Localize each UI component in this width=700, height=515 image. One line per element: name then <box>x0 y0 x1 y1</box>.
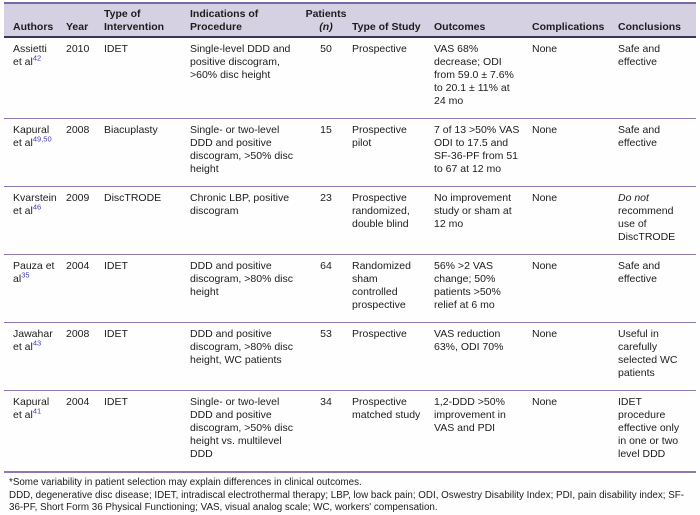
table-row: Pauza et al35 2004 IDET DDD and positive… <box>4 254 696 323</box>
patients-cell: 23 <box>304 186 352 255</box>
author-name: Assietti et al <box>13 43 47 68</box>
studies-table: Authors Year Type of Intervention Indica… <box>4 2 696 473</box>
outcomes-cell: 7 of 13 >50% VAS ODI to 17.5 and SF-36-P… <box>434 118 532 187</box>
author-name: Kapural et al <box>13 124 50 149</box>
table-row: Assietti et al42 2010 IDET Single-level … <box>4 37 696 119</box>
conclusions-text: Safe and effective <box>618 124 661 149</box>
citation-ref[interactable]: 35 <box>21 270 30 280</box>
intervention-cell: IDET <box>104 390 190 473</box>
study-cell: Prospective pilot <box>352 118 434 187</box>
col-header-patients: Patients (n) <box>304 2 352 38</box>
study-cell: Prospective randomized, double blind <box>352 186 434 255</box>
year-cell: 2008 <box>66 322 104 391</box>
year-cell: 2008 <box>66 118 104 187</box>
footnote-variability: *Some variability in patient selection m… <box>9 477 362 488</box>
outcomes-cell: 56% >2 VAS change; 50% patients >50% rel… <box>434 254 532 323</box>
intervention-cell: Biacuplasty <box>104 118 190 187</box>
indications-cell: Chronic LBP, positive discogram <box>190 186 304 255</box>
intervention-cell: IDET <box>104 37 190 119</box>
conclusions-text: recommend use of DiscTRODE <box>618 205 676 243</box>
patients-cell: 53 <box>304 322 352 391</box>
patients-cell: 15 <box>304 118 352 187</box>
indications-cell: Single-level DDD and positive discogram,… <box>190 37 304 119</box>
conclusions-cell: Safe and effective <box>618 118 696 187</box>
author-name: Pauza et al <box>13 260 55 285</box>
patients-cell: 50 <box>304 37 352 119</box>
conclusions-text: Safe and effective <box>618 260 661 285</box>
conclusions-italic: Do not <box>618 192 649 204</box>
conclusions-cell: Do not recommend use of DiscTRODE <box>618 186 696 255</box>
complications-cell: None <box>532 37 618 119</box>
patients-n-label: (n) <box>319 20 333 33</box>
col-header-complications: Complications <box>532 2 618 38</box>
author-cell: Kapural et al41 <box>4 390 66 473</box>
outcomes-cell: VAS 68% decrease; ODI from 59.0 ± 7.6% t… <box>434 37 532 119</box>
citation-ref[interactable]: 46 <box>32 202 42 212</box>
footnote-abbreviations: DDD, degenerative disc disease; IDET, in… <box>9 489 685 514</box>
conclusions-text: Useful in carefully selected WC patients <box>618 328 678 379</box>
intervention-cell: IDET <box>104 322 190 391</box>
citation-ref[interactable]: 41 <box>32 406 42 416</box>
author-cell: Kvarstein et al46 <box>4 186 66 255</box>
patients-label: Patients <box>305 8 347 20</box>
author-cell: Jawahar et al43 <box>4 322 66 391</box>
conclusions-cell: Useful in carefully selected WC patients <box>618 322 696 391</box>
col-header-indications: Indications of Procedure <box>190 2 304 38</box>
conclusions-text: Safe and effective <box>618 43 661 68</box>
conclusions-cell: Safe and effective <box>618 254 696 323</box>
complications-cell: None <box>532 390 618 473</box>
author-name: Kapural et al <box>13 396 50 421</box>
citation-ref[interactable]: 49,50 <box>32 134 52 144</box>
complications-cell: None <box>532 186 618 255</box>
col-header-conclusions: Conclusions <box>618 2 696 38</box>
complications-cell: None <box>532 322 618 391</box>
citation-ref[interactable]: 42 <box>32 53 42 63</box>
table-row: Kapural et al49,50 2008 Biacuplasty Sing… <box>4 118 696 187</box>
indications-cell: DDD and positive discogram, >80% disc he… <box>190 254 304 323</box>
conclusions-cell: IDET procedure effective only in one or … <box>618 390 696 473</box>
study-cell: Randomized sham controlled prospective <box>352 254 434 323</box>
table-footnotes: *Some variability in patient selection m… <box>4 473 696 515</box>
study-cell: Prospective <box>352 37 434 119</box>
intervention-cell: DiscTRODE <box>104 186 190 255</box>
col-header-outcomes: Outcomes <box>434 2 532 38</box>
conclusions-cell: Safe and effective <box>618 37 696 119</box>
year-cell: 2010 <box>66 37 104 119</box>
study-cell: Prospective <box>352 322 434 391</box>
patients-cell: 64 <box>304 254 352 323</box>
year-cell: 2004 <box>66 254 104 323</box>
col-header-year: Year <box>66 2 104 38</box>
author-name: Kvarstein et al <box>13 192 57 217</box>
patients-cell: 34 <box>304 390 352 473</box>
header-row: Authors Year Type of Intervention Indica… <box>4 2 696 38</box>
author-cell: Kapural et al49,50 <box>4 118 66 187</box>
author-cell: Pauza et al35 <box>4 254 66 323</box>
indications-cell: DDD and positive discogram, >80% disc he… <box>190 322 304 391</box>
outcomes-cell: 1,2-DDD >50% improvement in VAS and PDI <box>434 390 532 473</box>
conclusions-text: IDET procedure effective only in one or … <box>618 396 680 460</box>
table-row: Kvarstein et al46 2009 DiscTRODE Chronic… <box>4 186 696 255</box>
intervention-cell: IDET <box>104 254 190 323</box>
outcomes-cell: No improvement study or sham at 12 mo <box>434 186 532 255</box>
col-header-authors: Authors <box>4 2 66 38</box>
author-name: Jawahar et al <box>13 328 53 353</box>
table-row: Kapural et al41 2004 IDET Single- or two… <box>4 390 696 473</box>
outcomes-cell: VAS reduction 63%, ODI 70% <box>434 322 532 391</box>
study-cell: Prospective matched study <box>352 390 434 473</box>
complications-cell: None <box>532 254 618 323</box>
indications-cell: Single- or two-level DDD and positive di… <box>190 118 304 187</box>
author-cell: Assietti et al42 <box>4 37 66 119</box>
year-cell: 2004 <box>66 390 104 473</box>
indications-cell: Single- or two-level DDD and positive di… <box>190 390 304 473</box>
complications-cell: None <box>532 118 618 187</box>
citation-ref[interactable]: 43 <box>32 338 42 348</box>
year-cell: 2009 <box>66 186 104 255</box>
col-header-study: Type of Study <box>352 2 434 38</box>
table-row: Jawahar et al43 2008 IDET DDD and positi… <box>4 322 696 391</box>
col-header-intervention: Type of Intervention <box>104 2 190 38</box>
